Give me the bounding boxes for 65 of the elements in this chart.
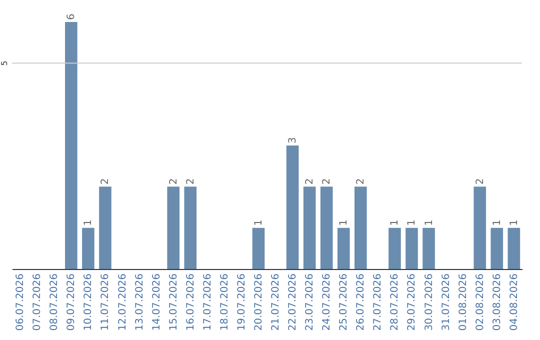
x-tick-label: 10.07.2026	[83, 274, 94, 331]
x-tick-label: 25.07.2026	[338, 274, 350, 331]
x-tick-label: 06.07.2026	[15, 274, 26, 331]
bar	[99, 186, 112, 269]
bar	[167, 186, 180, 269]
bar	[490, 228, 504, 269]
bar	[508, 228, 520, 269]
data-label: 2	[322, 178, 333, 185]
x-tick-label: 07.07.2026	[32, 274, 44, 331]
x-tick-label: 31.07.2026	[440, 274, 452, 331]
data-label: 2	[304, 178, 316, 185]
x-tick-label: 04.08.2026	[508, 274, 520, 331]
bar	[184, 186, 197, 269]
x-tick-label: 27.07.2026	[372, 274, 384, 331]
x-tick-label: 24.07.2026	[322, 274, 333, 331]
data-label: 1	[83, 219, 94, 226]
x-tick-label: 21.07.2026	[270, 274, 282, 331]
bar	[65, 22, 78, 269]
x-tick-label: 17.07.2026	[202, 274, 214, 331]
data-label: 1	[390, 219, 401, 226]
bar	[303, 186, 316, 269]
x-tick-label: 15.07.2026	[168, 274, 180, 331]
x-tick-label: 12.07.2026	[117, 274, 128, 331]
data-label: 3	[288, 137, 299, 144]
x-tick-label: 14.07.2026	[151, 274, 162, 331]
x-tick-label: 11.07.2026	[100, 274, 112, 331]
x-tick-label: 23.07.2026	[304, 274, 316, 331]
bar	[422, 228, 435, 269]
data-label: 1	[338, 219, 350, 226]
x-tick-label: 03.08.2026	[492, 274, 503, 331]
bar	[474, 186, 486, 269]
bar	[252, 228, 265, 269]
bar	[320, 186, 333, 269]
x-tick-label: 02.08.2026	[474, 274, 486, 331]
x-tick-label: 22.07.2026	[288, 274, 299, 331]
bar	[337, 228, 350, 269]
x-tick-label: 19.07.2026	[236, 274, 248, 331]
x-tick-label: 28.07.2026	[390, 274, 401, 331]
bar	[406, 228, 418, 269]
data-label: 2	[356, 178, 367, 185]
data-label: 2	[168, 178, 180, 185]
bar	[354, 186, 367, 269]
x-tick-label: 20.07.2026	[253, 274, 264, 331]
bar	[82, 228, 94, 269]
data-label: 6	[66, 14, 78, 20]
x-tick-label: 08.07.2026	[49, 274, 60, 331]
x-tick-label: 30.07.2026	[424, 274, 435, 331]
bar	[388, 228, 401, 269]
data-label: 1	[492, 219, 503, 226]
data-label: 2	[185, 178, 196, 185]
data-label: 1	[508, 219, 520, 226]
data-label: 1	[406, 219, 418, 226]
data-label: 2	[100, 178, 112, 185]
x-tick-label: 18.07.2026	[219, 274, 230, 331]
bar	[286, 146, 299, 269]
x-tick-label: 29.07.2026	[406, 274, 418, 331]
ref-line-label: 5	[0, 60, 9, 66]
data-label: 2	[474, 178, 486, 185]
data-label: 1	[253, 219, 264, 226]
x-tick-label: 01.08.2026	[458, 274, 469, 331]
x-tick-label: 16.07.2026	[185, 274, 196, 331]
x-tick-label: 13.07.2026	[134, 274, 146, 331]
x-tick-label: 26.07.2026	[356, 274, 367, 331]
x-tick-label: 09.07.2026	[66, 274, 78, 331]
data-label: 1	[424, 219, 435, 226]
